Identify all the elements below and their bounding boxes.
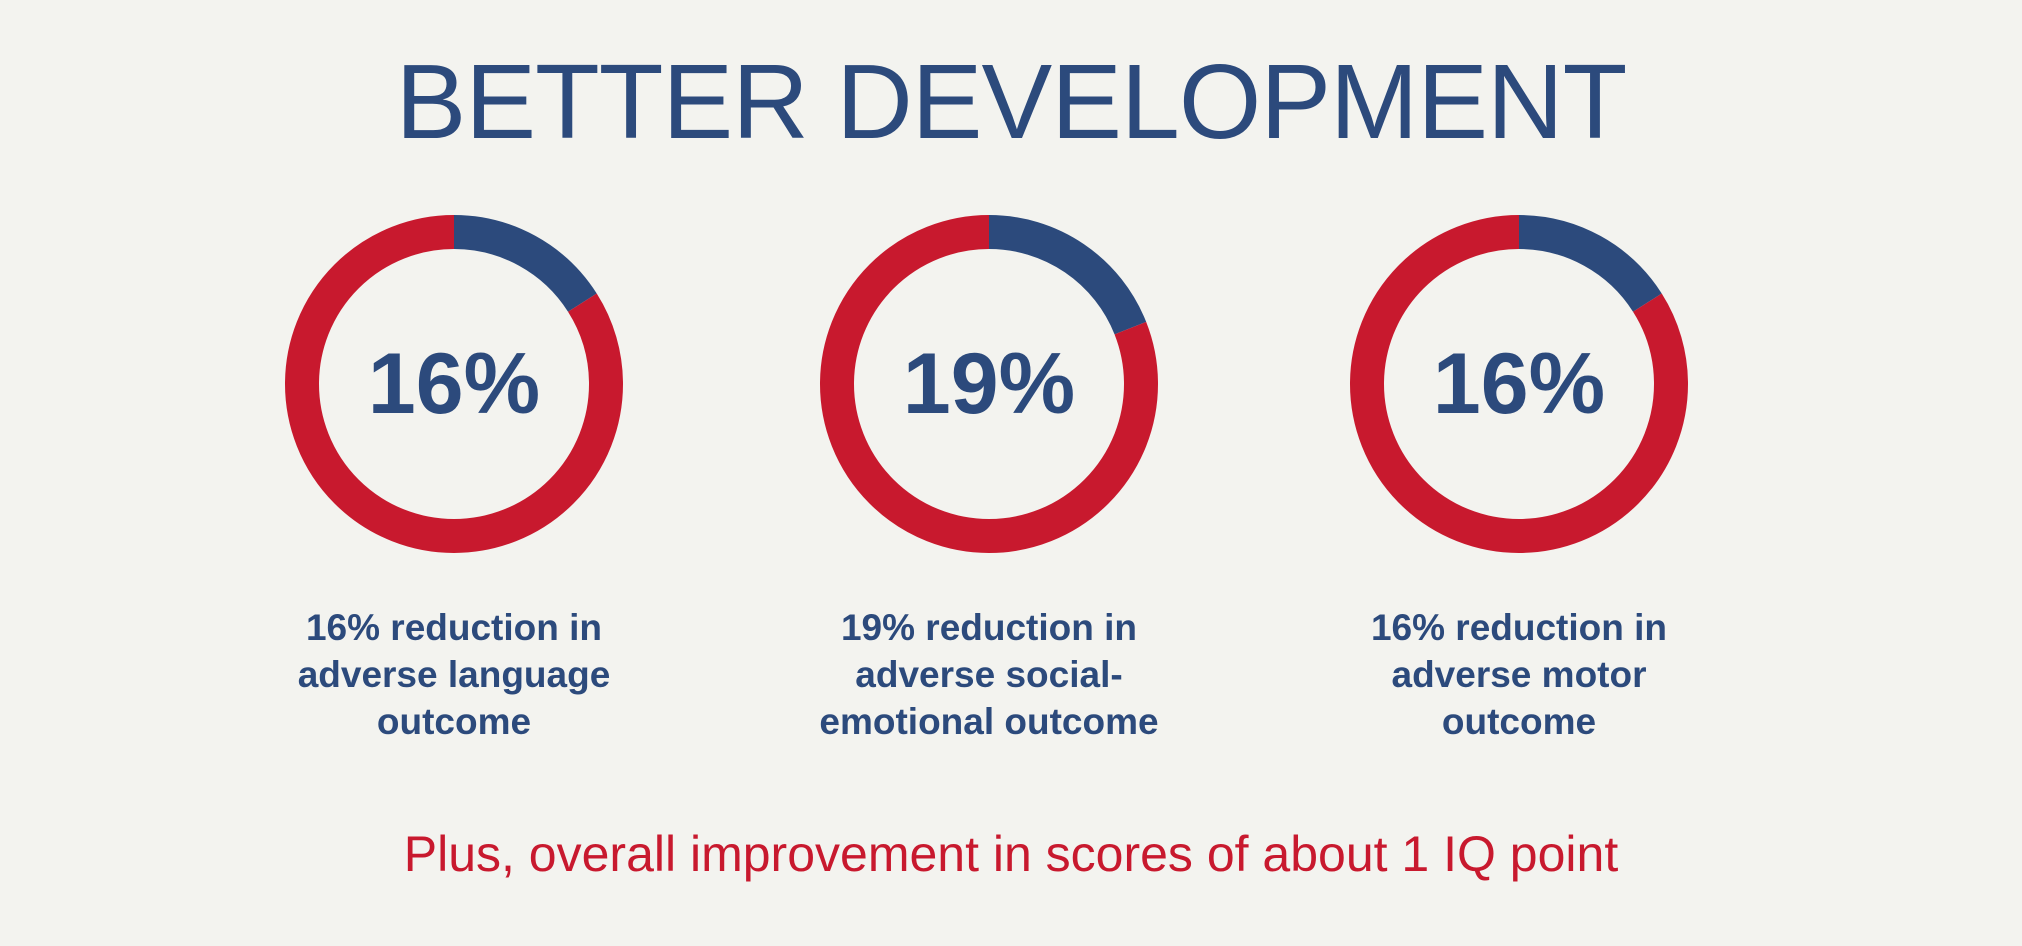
donut-segment-remainder — [820, 215, 1158, 553]
donut-svg — [1350, 215, 1688, 553]
caption-line: 19% reduction in — [840, 607, 1138, 648]
caption-motor: 16% reduction in adverse motor outcome — [1299, 604, 1739, 745]
donut-center-label: 19% — [902, 335, 1076, 432]
caption-line: adverse social- — [855, 654, 1123, 695]
caption-social-emotional: 19% reduction in adverse social- emotion… — [769, 604, 1209, 745]
donut-chart-social-emotional: 19% — [818, 213, 1160, 555]
donut-chart-motor: 16% — [1348, 213, 1690, 555]
donut-svg — [820, 215, 1158, 553]
caption-language: 16% reduction in adverse language outcom… — [234, 604, 674, 745]
footer-note: Plus, overall improvement in scores of a… — [403, 826, 1619, 882]
caption-line: outcome — [376, 701, 532, 742]
donut-chart-language: 16% — [283, 213, 625, 555]
donut-center-label: 16% — [1432, 335, 1606, 432]
donut-segment-remainder — [1350, 215, 1688, 553]
caption-line: 16% reduction in — [1370, 607, 1668, 648]
caption-line: outcome — [1441, 701, 1597, 742]
donut-segment-remainder — [285, 215, 623, 553]
caption-line: adverse language — [297, 654, 611, 695]
donut-svg — [285, 215, 623, 553]
page-title: BETTER DEVELOPMENT — [395, 43, 1628, 161]
caption-line: 16% reduction in — [305, 607, 603, 648]
donut-center-label: 16% — [367, 335, 541, 432]
caption-line: emotional outcome — [819, 701, 1159, 742]
caption-line: adverse motor — [1391, 654, 1647, 695]
